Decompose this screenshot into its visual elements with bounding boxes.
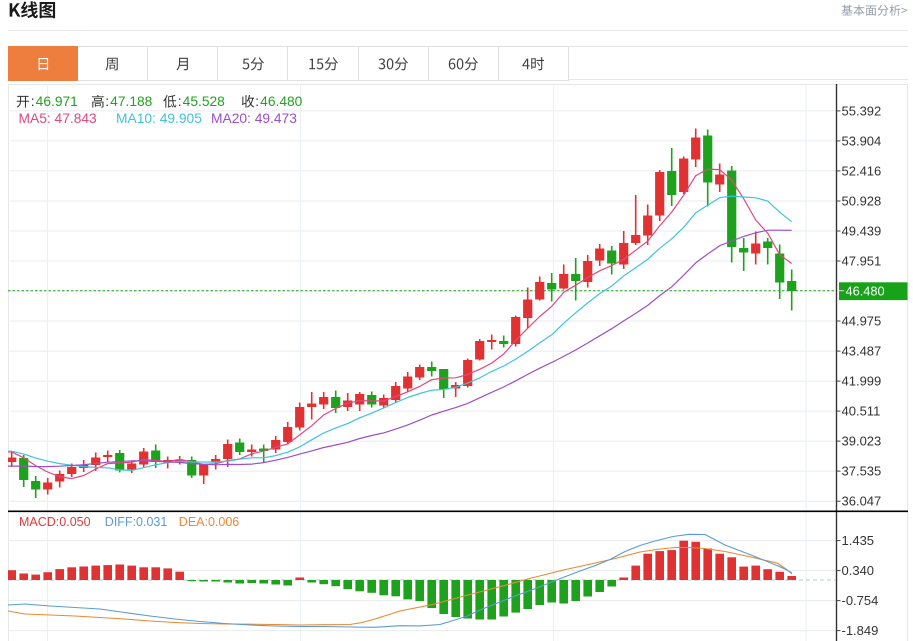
- svg-text:47.951: 47.951: [842, 254, 882, 269]
- svg-text:40.511: 40.511: [842, 404, 881, 419]
- svg-text:41.999: 41.999: [842, 374, 882, 389]
- svg-text:43.487: 43.487: [842, 344, 882, 359]
- svg-text:55.392: 55.392: [842, 103, 882, 118]
- svg-text:36.047: 36.047: [842, 494, 882, 509]
- svg-text:1.435: 1.435: [842, 533, 875, 548]
- svg-text:39.023: 39.023: [842, 434, 882, 449]
- svg-text:49.439: 49.439: [842, 224, 882, 239]
- svg-text:46.480: 46.480: [846, 283, 885, 298]
- svg-text:50.928: 50.928: [842, 194, 882, 209]
- svg-text:-0.754: -0.754: [842, 593, 879, 608]
- svg-text:0.340: 0.340: [842, 563, 875, 578]
- svg-text:53.904: 53.904: [842, 133, 882, 148]
- svg-text:-1.849: -1.849: [842, 623, 879, 638]
- svg-text:37.535: 37.535: [842, 464, 882, 479]
- svg-text:44.975: 44.975: [842, 314, 882, 329]
- svg-text:52.416: 52.416: [842, 163, 882, 178]
